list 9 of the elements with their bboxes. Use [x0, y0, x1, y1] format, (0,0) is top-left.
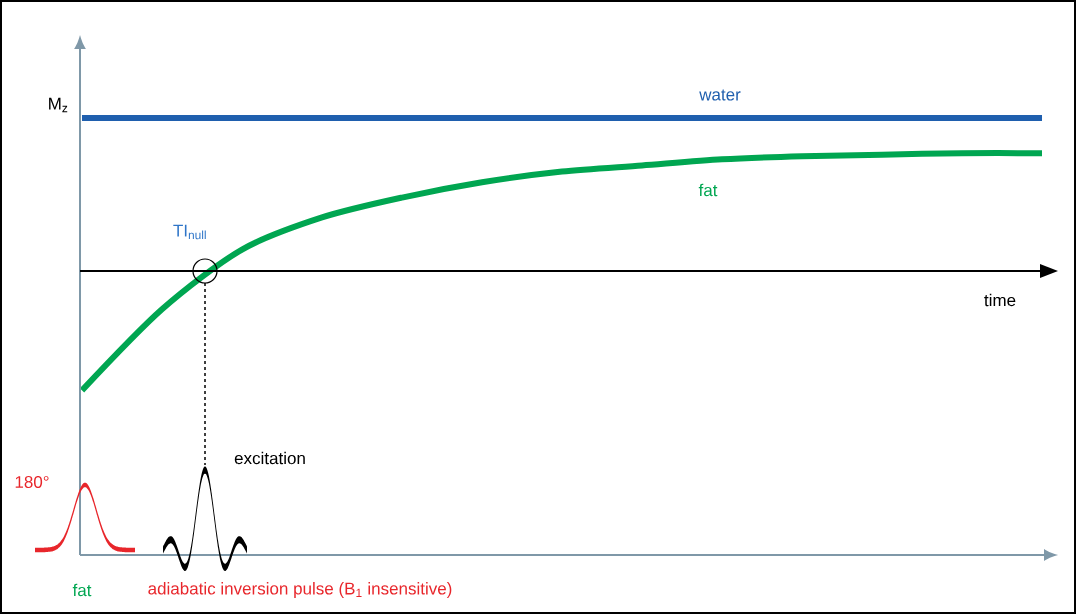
- text: adiabatic inversion pulse (B$_{1}$ insensitive): [148, 582, 452, 598]
- text: excitation: [234, 451, 305, 465]
- text: 180°: [15, 475, 49, 489]
- series-label: fat: [698, 183, 718, 197]
- annotation: TI$_{null}$: [173, 224, 206, 240]
- y-axis-title: M$_{z}$: [49, 97, 68, 113]
- x-axis-title: time: [984, 293, 1016, 307]
- series-label: water: [699, 89, 741, 101]
- text: fat: [72, 583, 92, 597]
